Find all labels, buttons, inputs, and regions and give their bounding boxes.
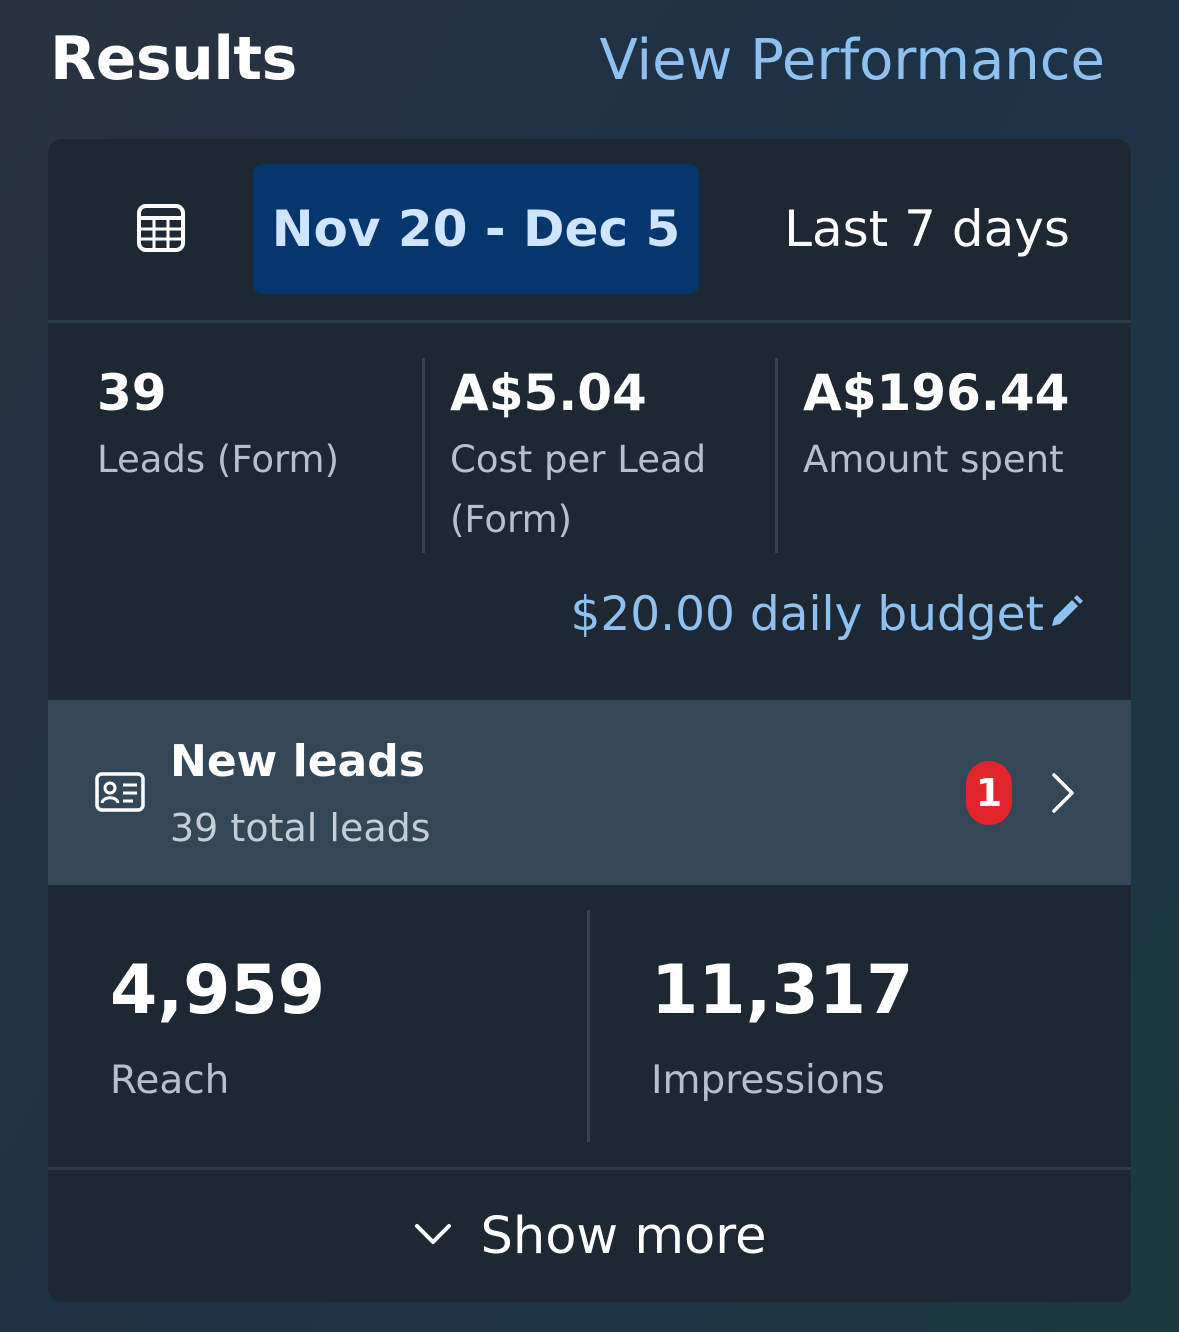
chevron-right-icon [1050,772,1076,818]
metric-cost-per-lead: A$5.04 Cost per Lead (Form) [450,364,740,550]
metric-amount-spent: A$196.44 Amount spent [803,364,1123,490]
calendar-icon[interactable] [136,203,186,253]
new-leads-title: New leads [170,736,425,787]
impressions-label: Impressions [651,1058,885,1103]
metric-label: Cost per Lead (Form) [450,438,707,541]
divider [48,1167,1131,1170]
reach-metric: 4,959 Reach [110,951,325,1103]
metric-label: Leads (Form) [97,438,339,481]
impressions-metric: 11,317 Impressions [651,951,913,1103]
reach-value: 4,959 [110,951,326,1030]
page-title: Results [50,24,297,94]
date-selector-row: Nov 20 - Dec 5 Last 7 days [48,139,1131,323]
reach-label: Reach [110,1058,230,1103]
metric-value: A$5.04 [450,364,647,422]
show-more-button[interactable]: Show more [48,1170,1131,1302]
chevron-down-icon [413,1221,453,1251]
metric-value: 39 [97,364,167,422]
results-card: Nov 20 - Dec 5 Last 7 days 39 Leads (For… [48,139,1131,1302]
impressions-value: 11,317 [651,951,914,1030]
last-7-days-button[interactable]: Last 7 days [784,200,1070,258]
date-range-button[interactable]: Nov 20 - Dec 5 [253,164,699,294]
contact-card-icon [95,772,145,816]
new-leads-row[interactable]: New leads 39 total leads 1 [48,700,1131,885]
pencil-icon [1044,587,1084,642]
view-performance-link[interactable]: View Performance [599,28,1105,93]
metric-divider [775,358,778,553]
daily-budget-label: $20.00 daily budget [570,587,1044,642]
metric-value: A$196.44 [803,364,1070,422]
show-more-label: Show more [480,1206,767,1266]
daily-budget-link[interactable]: $20.00 daily budget [570,587,1084,642]
metric-leads: 39 Leads (Form) [97,364,417,490]
metric-label: Amount spent [803,438,1064,481]
new-leads-subtitle: 39 total leads [170,806,431,850]
metric-divider [422,358,425,553]
summary-divider [587,910,590,1142]
notification-badge: 1 [966,761,1012,825]
